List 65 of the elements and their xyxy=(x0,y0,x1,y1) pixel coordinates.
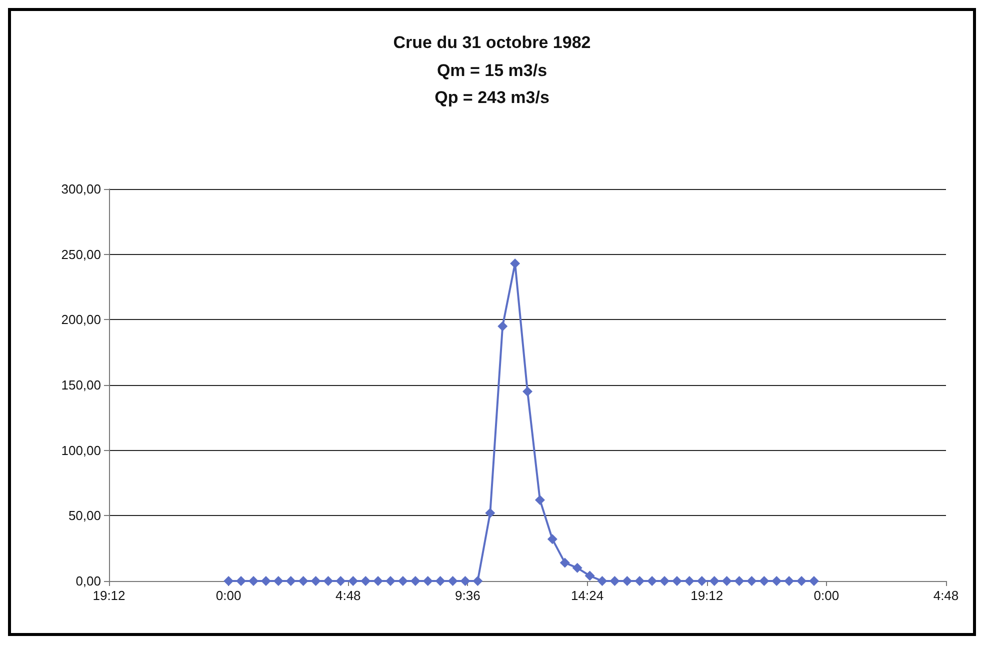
point xyxy=(460,576,470,586)
point xyxy=(572,562,582,573)
point xyxy=(360,576,371,586)
point xyxy=(722,576,732,586)
point xyxy=(560,558,570,568)
point xyxy=(784,576,794,586)
point xyxy=(248,576,258,586)
y-tick-label: 300,00 xyxy=(61,182,101,196)
point xyxy=(385,576,396,586)
point xyxy=(298,576,308,586)
point xyxy=(510,258,520,268)
point xyxy=(709,576,720,586)
point xyxy=(647,576,658,586)
x-tick-label: 19:12 xyxy=(92,588,126,603)
chart-subtitle: Qm = 15 m3/s Qp = 243 m3/s xyxy=(434,61,550,107)
point xyxy=(808,576,819,586)
point xyxy=(498,321,508,332)
y-tick-label: 250,00 xyxy=(61,246,101,262)
point xyxy=(734,576,744,586)
point xyxy=(696,576,707,586)
point xyxy=(310,576,321,586)
point xyxy=(759,576,770,586)
point xyxy=(534,494,545,505)
point xyxy=(584,570,595,581)
x-tick-label: 9:36 xyxy=(455,588,480,603)
point xyxy=(373,576,384,586)
x-tick-label: 4:48 xyxy=(933,588,959,603)
point xyxy=(286,576,296,586)
point xyxy=(684,576,694,586)
x-tick-label: 14:24 xyxy=(571,588,604,603)
point xyxy=(610,576,620,586)
x-tick-label: 0:00 xyxy=(814,588,840,603)
point xyxy=(398,576,408,586)
chart-title: Crue du 31 octobre 1982 xyxy=(393,33,591,52)
point xyxy=(547,534,558,544)
point xyxy=(672,576,682,586)
point xyxy=(236,576,246,586)
point xyxy=(472,576,483,586)
point xyxy=(435,576,446,586)
point xyxy=(485,508,496,518)
point xyxy=(634,576,645,586)
point xyxy=(660,576,670,586)
y-tick-label: 150,00 xyxy=(61,378,101,392)
point xyxy=(622,576,632,586)
y-tick-label: 100,00 xyxy=(61,442,101,458)
point xyxy=(772,576,782,586)
point xyxy=(448,576,458,586)
point xyxy=(796,576,807,586)
y-tick-label: 0,00 xyxy=(76,574,101,588)
point xyxy=(273,576,284,586)
y-tick-label: 200,00 xyxy=(61,312,101,328)
x-tick-label: 0:00 xyxy=(216,588,242,603)
point xyxy=(522,386,532,397)
x-tick-label: 19:12 xyxy=(690,588,724,603)
point xyxy=(336,576,346,586)
point xyxy=(422,576,433,586)
point xyxy=(348,576,358,586)
x-tick-label: 4:48 xyxy=(335,588,361,603)
point xyxy=(410,576,420,586)
y-tick-label: 50,00 xyxy=(68,508,101,524)
point xyxy=(224,576,234,586)
point xyxy=(260,576,271,586)
point xyxy=(597,576,608,586)
point xyxy=(323,576,334,586)
point xyxy=(746,576,757,586)
